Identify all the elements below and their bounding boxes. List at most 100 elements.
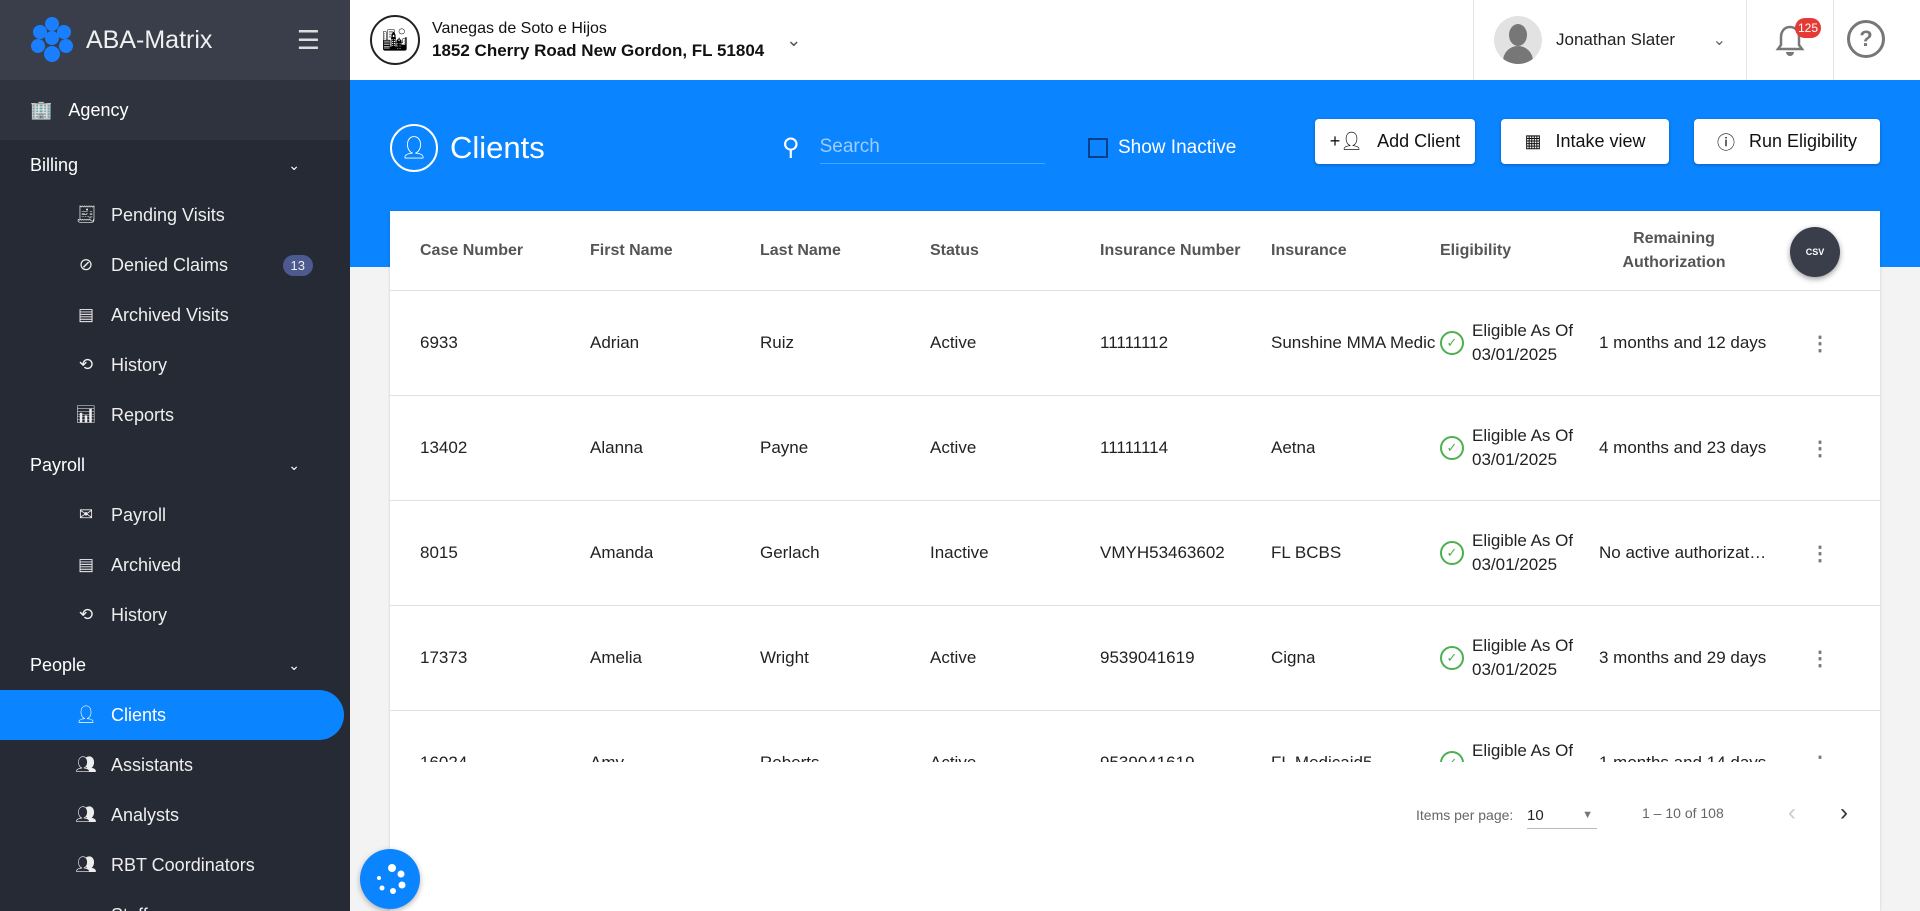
- column-header[interactable]: Eligibility: [1440, 211, 1511, 291]
- table-row[interactable]: 6933 Adrian Ruiz Active 11111112 Sunshine MMA…: [390, 291, 1880, 396]
- count-badge: 13: [282, 254, 313, 276]
- column-header[interactable]: Remaining Authorization: [1599, 211, 1749, 291]
- section-label: Billing: [30, 154, 79, 175]
- csv-export-button[interactable]: CSV: [1790, 227, 1840, 277]
- cell-status: Inactive: [930, 543, 989, 562]
- org-name: Vanegas de Soto e Hijos: [432, 19, 607, 37]
- hamburger-menu-icon[interactable]: ☰: [296, 24, 320, 55]
- run-eligibility-button[interactable]: ⓘ Run Eligibility: [1694, 119, 1880, 164]
- sidebar-item-label: Reports: [111, 404, 175, 425]
- sidebar-item-clients[interactable]: 👤︎ Clients: [0, 690, 344, 740]
- table-row[interactable]: 8015 Amanda Gerlach Inactive VMYH53463602 FL …: [390, 501, 1880, 606]
- items-per-page-label: Items per page:: [1416, 807, 1514, 823]
- check-circle-icon: ✓: [1440, 646, 1464, 670]
- page-title: Clients: [450, 130, 545, 165]
- grid-icon: ▦: [1524, 131, 1542, 151]
- eligibility-label: Eligible As Of: [1472, 741, 1574, 760]
- sidebar-item-denied-claims[interactable]: ⊘ Denied Claims 13: [0, 240, 350, 290]
- app-name: ABA-Matrix: [86, 25, 213, 54]
- sidebar-item-staff[interactable]: ••• Staff: [0, 890, 350, 911]
- sidebar-item-history[interactable]: ⟲ History: [0, 590, 350, 640]
- eligibility-label: Eligible As Of: [1472, 426, 1574, 445]
- column-header[interactable]: Case Number: [420, 211, 523, 291]
- table-body[interactable]: 6933 Adrian Ruiz Active 11111112 Sunshine MMA…: [390, 291, 1880, 762]
- sidebar: ABA-Matrix ☰ 🏢 Agency Billing ⌄ 🧾︎ Pending V…: [0, 0, 350, 911]
- column-header-label: Insurance: [1271, 242, 1347, 259]
- org-selector[interactable]: Vanegas de Soto e Hijos 1852 Cherry Road…: [432, 18, 764, 63]
- table-row[interactable]: 17373 Amelia Wright Active 9539041619 Cigna ✓ E…: [390, 606, 1880, 711]
- sidebar-item-assistants[interactable]: 👥︎ Assistants: [0, 740, 350, 790]
- show-inactive-checkbox[interactable]: Show Inactive: [1088, 137, 1236, 159]
- column-header[interactable]: Last Name: [760, 211, 841, 291]
- cell-ins_no: VMYH53463602: [1100, 543, 1225, 562]
- user-menu[interactable]: Jonathan Slater ⌄: [1473, 0, 1746, 80]
- settings-fab-button[interactable]: [360, 849, 420, 909]
- chart-icon: 📊︎: [75, 405, 97, 424]
- sidebar-section-people[interactable]: People ⌄: [0, 640, 350, 690]
- previous-page-button[interactable]: ‹: [1788, 799, 1796, 826]
- users-icon: 👥︎: [75, 855, 97, 874]
- csv-icon: CSV: [1805, 247, 1825, 257]
- sidebar-section-payroll[interactable]: Payroll ⌄: [0, 440, 350, 490]
- checkbox[interactable]: [1088, 138, 1108, 158]
- eligibility-date: 03/01/2025: [1472, 555, 1558, 574]
- column-header-label: Eligibility: [1440, 242, 1512, 259]
- cell-case: 6933: [420, 333, 458, 352]
- chevron-down-icon[interactable]: ⌄: [786, 29, 802, 50]
- add-client-button[interactable]: +👤︎ Add Client: [1315, 119, 1475, 164]
- cell-last: Payne: [760, 438, 809, 457]
- items-per-page-select[interactable]: 10 ▼: [1527, 799, 1597, 829]
- sidebar-item-label: Pending Visits: [111, 204, 225, 225]
- intake-view-button[interactable]: ▦ Intake view: [1501, 119, 1669, 164]
- table-row[interactable]: 13402 Alanna Payne Active 11111114 Aetna ✓ Elig…: [390, 396, 1880, 501]
- button-label: Run Eligibility: [1748, 131, 1858, 151]
- sidebar-item-label: Assistants: [111, 754, 194, 775]
- more-options-icon[interactable]: ⋮: [1810, 711, 1830, 763]
- more-options-icon[interactable]: ⋮: [1810, 437, 1830, 460]
- column-header[interactable]: Insurance Number: [1100, 211, 1240, 291]
- notifications-button[interactable]: 125: [1746, 0, 1834, 80]
- sidebar-section-billing[interactable]: Billing ⌄: [0, 140, 350, 190]
- paginator: Items per page: 10 ▼ 1 – 10 of 108 ‹ ›: [390, 795, 1880, 835]
- cell-case: 17373: [420, 648, 468, 667]
- column-header[interactable]: Insurance: [1271, 211, 1347, 291]
- cell-last: Gerlach: [760, 543, 820, 562]
- table-row[interactable]: 16024 Amy Roberts Active 9539041619 FL Medica…: [390, 711, 1880, 762]
- cell-status: Active: [930, 648, 977, 667]
- eligibility-status: ✓ Eligible As Of 03/01/2025: [1440, 319, 1573, 367]
- sidebar-item-label: RBT Coordinators: [111, 854, 255, 875]
- column-header[interactable]: First Name: [590, 211, 673, 291]
- cell-first: Adrian: [590, 333, 640, 352]
- help-icon[interactable]: ?: [1847, 20, 1885, 58]
- sidebar-item-pending-visits[interactable]: 🧾︎ Pending Visits: [0, 190, 350, 240]
- sidebar-item-history[interactable]: ⟲ History: [0, 340, 350, 390]
- column-header[interactable]: Status: [930, 211, 979, 291]
- sidebar-item-reports[interactable]: 📊︎ Reports: [0, 390, 350, 440]
- sidebar-item-label: Denied Claims: [111, 254, 229, 275]
- search-input[interactable]: [819, 130, 1045, 164]
- cell-status: Active: [930, 711, 976, 762]
- cell-case: 13402: [420, 438, 468, 457]
- cube-logo-icon: [31, 17, 73, 62]
- column-header-label: Insurance Number: [1100, 242, 1241, 259]
- eligibility-date: 03/01/2025: [1472, 660, 1558, 679]
- sidebar-item-agency[interactable]: 🏢 Agency: [0, 80, 350, 140]
- cell-ins_no: 11111112: [1100, 333, 1169, 352]
- sidebar-item-archived-visits[interactable]: ▤ Archived Visits: [0, 290, 350, 340]
- sidebar-item-payroll[interactable]: ✉ Payroll: [0, 490, 350, 540]
- sidebar-item-analysts[interactable]: 👥︎ Analysts: [0, 790, 350, 840]
- more-options-icon[interactable]: ⋮: [1810, 332, 1830, 355]
- more-options-icon[interactable]: ⋮: [1810, 647, 1830, 670]
- dropdown-arrow-icon: ▼: [1582, 809, 1593, 821]
- sidebar-item-archived[interactable]: ▤ Archived: [0, 540, 350, 590]
- sidebar-item-rbt-coordinators[interactable]: 👥︎ RBT Coordinators: [0, 840, 350, 890]
- search-icon: ⚲: [782, 133, 800, 161]
- next-page-button[interactable]: ›: [1840, 799, 1848, 826]
- cell-last: Ruiz: [760, 333, 795, 352]
- user-circle-icon: 👤︎: [390, 124, 438, 172]
- chevron-down-icon: ⌄: [288, 456, 300, 473]
- column-header-label: First Name: [590, 242, 673, 259]
- user-icon: 👤︎: [75, 705, 97, 724]
- check-circle-icon: ✓: [1440, 541, 1464, 565]
- more-options-icon[interactable]: ⋮: [1810, 542, 1830, 565]
